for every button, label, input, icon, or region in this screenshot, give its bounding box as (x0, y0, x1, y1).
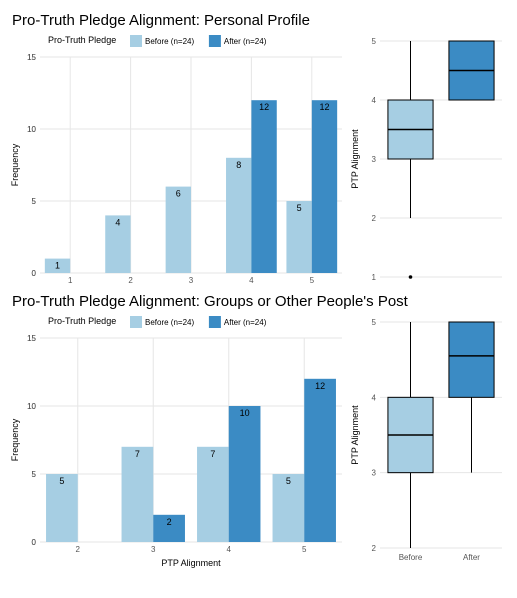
bar-value-label: 7 (135, 449, 140, 459)
legend-label-after: After (n=24) (224, 318, 267, 327)
legend-title: Pro-Truth Pledge (48, 316, 116, 326)
outlier-point (409, 275, 413, 279)
svg-text:15: 15 (27, 53, 36, 62)
bar-value-label: 7 (210, 449, 215, 459)
box-category-label: After (463, 553, 480, 562)
bar-before (122, 447, 154, 542)
figure-root: Pro-Truth Pledge Alignment: Personal Pro… (8, 12, 509, 570)
bar-chart: 00551010151512345146851212FrequencyPro-T… (8, 31, 348, 289)
bar-value-label: 5 (297, 203, 302, 213)
bar-value-label: 4 (115, 217, 120, 227)
y-axis-label: Frequency (10, 418, 20, 461)
bar-after (229, 406, 261, 542)
bar-value-label: 12 (315, 381, 325, 391)
panel-row: 0055101015152345577521012FrequencyPTP Al… (8, 312, 509, 570)
y-axis-label: Frequency (10, 143, 20, 186)
y-axis-label: PTP Alignment (350, 129, 360, 189)
svg-text:5: 5 (302, 545, 307, 554)
svg-text:1: 1 (372, 273, 377, 282)
svg-text:2: 2 (372, 544, 377, 553)
legend-swatch-before (130, 316, 142, 328)
box-after (449, 322, 494, 397)
svg-text:3: 3 (189, 276, 194, 285)
bar-before (197, 447, 229, 542)
box-category-label: Before (399, 553, 423, 562)
bar-after (312, 100, 337, 273)
svg-text:5: 5 (372, 37, 377, 46)
svg-text:2: 2 (372, 214, 377, 223)
x-axis-label: PTP Alignment (161, 558, 221, 568)
bar-value-label: 6 (176, 189, 181, 199)
svg-text:5: 5 (310, 276, 315, 285)
panel-row: 00551010151512345146851212FrequencyPro-T… (8, 31, 509, 289)
svg-text:5: 5 (372, 318, 377, 327)
legend-swatch-after (209, 35, 221, 47)
legend-label-after: After (n=24) (224, 37, 267, 46)
box-plot: 1 2 3 4 5 PTP Alignment (348, 31, 508, 289)
svg-text:2: 2 (76, 545, 81, 554)
svg-text:10: 10 (27, 402, 36, 411)
svg-text:5: 5 (32, 197, 37, 206)
legend-label-before: Before (n=24) (145, 318, 194, 327)
legend-title: Pro-Truth Pledge (48, 35, 116, 45)
bar-value-label: 2 (167, 517, 172, 527)
svg-text:4: 4 (249, 276, 254, 285)
svg-text:0: 0 (32, 269, 37, 278)
svg-text:1: 1 (68, 276, 73, 285)
bar-value-label: 12 (319, 102, 329, 112)
svg-text:4: 4 (227, 545, 232, 554)
svg-text:4: 4 (372, 96, 377, 105)
svg-text:3: 3 (372, 155, 377, 164)
svg-text:4: 4 (372, 393, 377, 402)
svg-text:3: 3 (151, 545, 156, 554)
svg-text:2: 2 (128, 276, 133, 285)
panel-title: Pro-Truth Pledge Alignment: Groups or Ot… (12, 293, 509, 310)
bar-before (226, 158, 251, 273)
svg-text:15: 15 (27, 334, 36, 343)
bar-chart: 0055101015152345577521012FrequencyPTP Al… (8, 312, 348, 570)
panel-title: Pro-Truth Pledge Alignment: Personal Pro… (12, 12, 509, 29)
svg-text:10: 10 (27, 125, 36, 134)
svg-text:3: 3 (372, 469, 377, 478)
box-plot: 2 3 4 5 Before After PTP Alignment (348, 312, 508, 570)
bar-before (166, 187, 191, 273)
legend-label-before: Before (n=24) (145, 37, 194, 46)
svg-text:0: 0 (32, 538, 37, 547)
bar-after (304, 379, 336, 542)
svg-text:5: 5 (32, 470, 37, 479)
bar-value-label: 5 (59, 476, 64, 486)
bar-value-label: 10 (240, 408, 250, 418)
legend-swatch-before (130, 35, 142, 47)
bar-value-label: 8 (236, 160, 241, 170)
y-axis-label: PTP Alignment (350, 405, 360, 465)
bar-value-label: 1 (55, 261, 60, 271)
bar-value-label: 12 (259, 102, 269, 112)
legend-swatch-after (209, 316, 221, 328)
bar-value-label: 5 (286, 476, 291, 486)
bar-after (251, 100, 276, 273)
